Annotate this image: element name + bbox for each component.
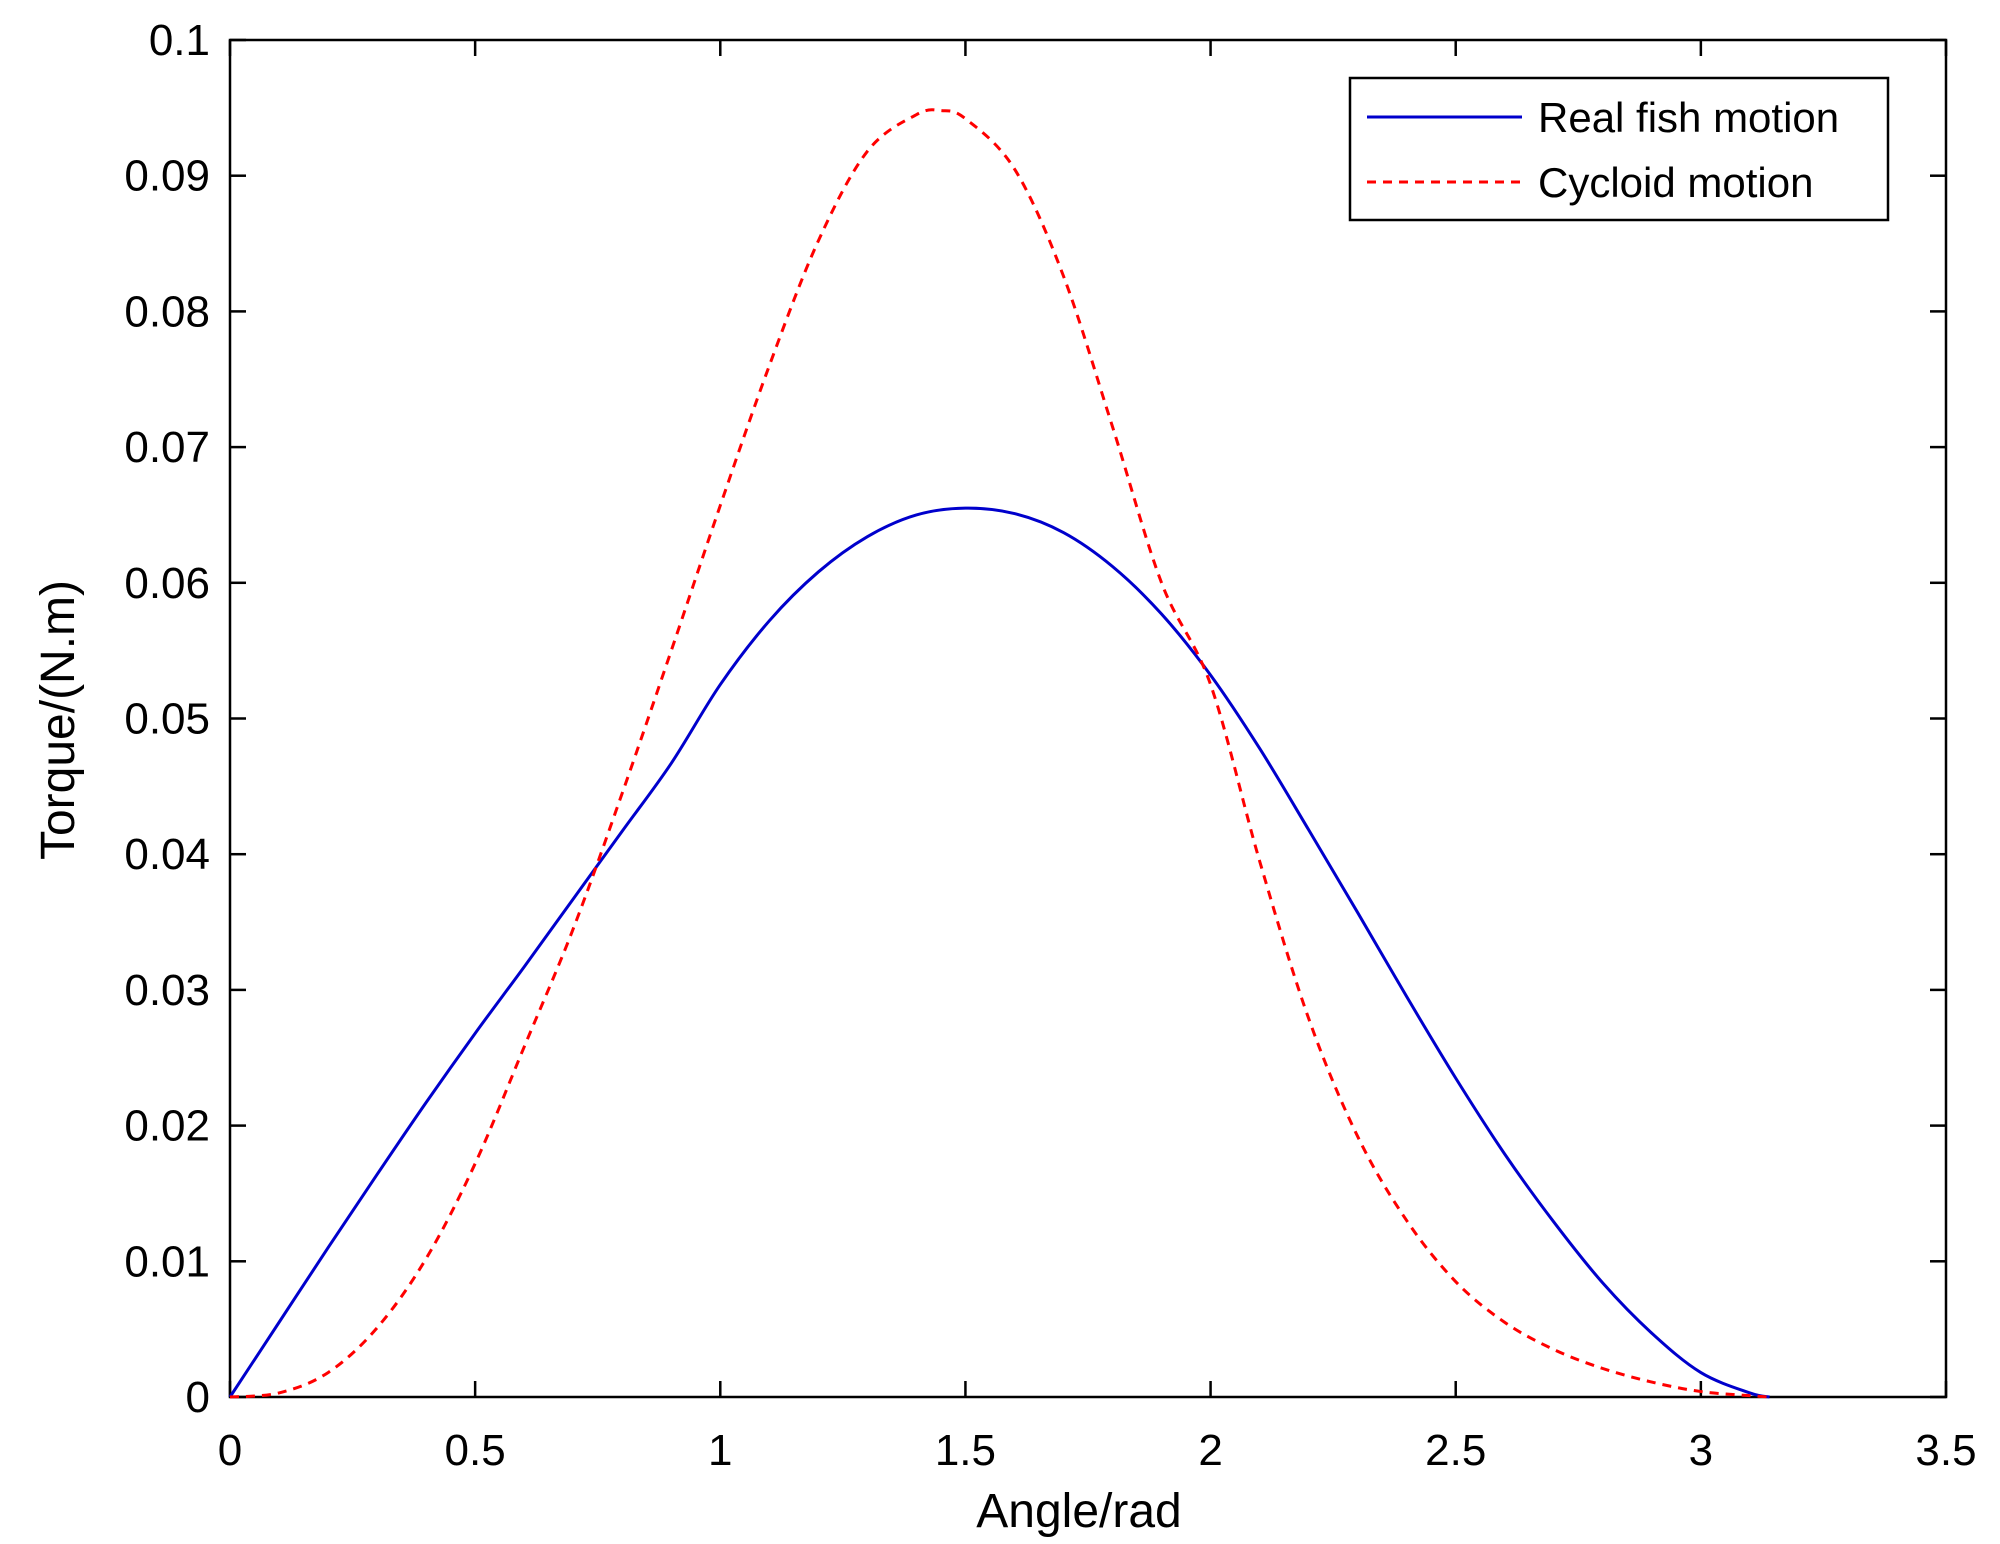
y-tick-label: 0.02: [124, 1102, 210, 1151]
x-tick-label: 3.5: [1915, 1426, 1976, 1475]
y-tick-label: 0.05: [124, 695, 210, 744]
y-tick-label: 0.06: [124, 559, 210, 608]
y-tick-label: 0.1: [149, 16, 210, 65]
series-line-real-fish-motion: [228, 506, 1770, 1399]
y-tick-label: 0.04: [124, 830, 210, 879]
series-line-cycloid-motion: [229, 108, 1770, 1399]
series-layer: [228, 108, 1770, 1399]
y-tick-label: 0.01: [124, 1237, 210, 1286]
x-tick-label: 3: [1689, 1426, 1713, 1475]
x-tick-label: 2: [1198, 1426, 1222, 1475]
legend-box: [1348, 76, 1890, 222]
x-tick-label: 1.5: [935, 1426, 996, 1475]
x-tick-label: 2.5: [1425, 1426, 1486, 1475]
axis-tick-labels: 0 0.5 1 1.5 2 2.5 3 3.5 0 0.01 0.02 0.03 0.04 0.05 0.0…: [124, 16, 1976, 1475]
x-tick-label: 0: [218, 1426, 242, 1475]
y-tick-label: 0.08: [124, 287, 210, 336]
x-axis-label: Angle/rad: [976, 1485, 1181, 1538]
y-tick-label: 0.07: [124, 423, 210, 472]
x-tick-label: 0.5: [445, 1426, 506, 1475]
y-tick-label: 0.09: [124, 152, 210, 201]
y-tick-label: 0: [186, 1373, 210, 1422]
axis-ticks: [228, 38, 1948, 1399]
legend-label-cycloid-motion: Cycloid motion: [1538, 159, 1813, 206]
legend: Real fish motion Cycloid motion: [1348, 76, 1890, 222]
x-tick-label: 1: [708, 1426, 732, 1475]
legend-label-real-fish-motion: Real fish motion: [1538, 94, 1839, 141]
y-axis-label: Torque/(N.m): [32, 580, 85, 860]
y-tick-label: 0.03: [124, 966, 210, 1015]
